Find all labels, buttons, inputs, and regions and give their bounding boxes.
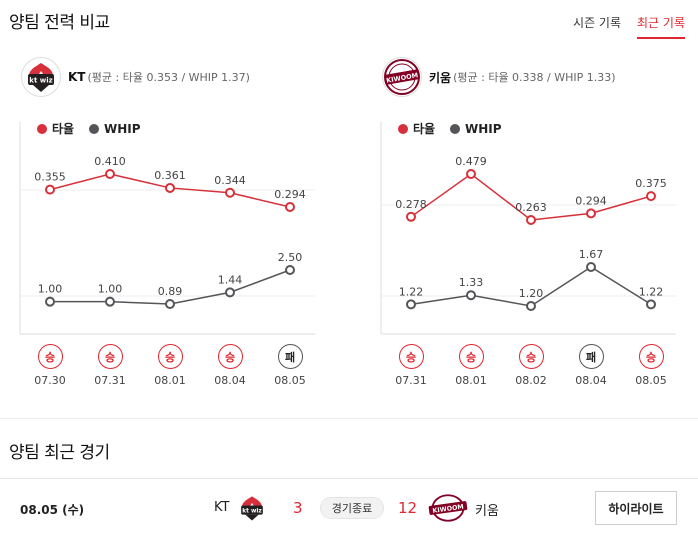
loss-badge: 패 [578, 344, 604, 369]
avg-data-label: 0.375 [635, 177, 667, 190]
avg-point [105, 169, 115, 179]
avg-point [526, 215, 536, 225]
recent-games-title: 양팀 최근 경기 [9, 443, 110, 463]
away-team-name: 키움 [475, 504, 499, 519]
date-tick-label: 08.04 [214, 374, 246, 387]
date-tick-label: 07.31 [395, 374, 427, 387]
avg-point [225, 187, 235, 198]
legend-avg-label: 타율 [52, 121, 74, 136]
avg-data-label: 0.344 [214, 174, 246, 187]
whip-data-label: 1.20 [519, 287, 544, 300]
section-divider [0, 418, 698, 419]
date-tick-label: 07.31 [94, 374, 126, 387]
avg-point [285, 202, 295, 212]
tab-season-record[interactable]: 시즌 기록 [573, 16, 622, 30]
avg-point [406, 211, 416, 222]
team-header-kt: kt wiz KT (평균 : 타율 0.353 / WHIP 1.37) [21, 57, 250, 97]
avg-data-label: 0.355 [34, 171, 66, 184]
kt-logo: kt wiz [236, 493, 268, 523]
legend-whip-label: WHIP [465, 122, 502, 136]
avg-data-label: 0.479 [455, 155, 487, 168]
home-score: 3 [293, 499, 303, 517]
game-status-badge: 경기종료 [320, 497, 384, 519]
win-badge: 승 [638, 344, 664, 369]
avg-point [586, 208, 596, 219]
avg-data-label: 0.361 [154, 169, 186, 182]
team-summary: (평균 : 타율 0.353 / WHIP 1.37) [87, 71, 250, 84]
team-summary: (평균 : 타율 0.338 / WHIP 1.33) [453, 71, 616, 84]
legend-whip-marker [450, 124, 460, 134]
avg-data-label: 0.263 [515, 201, 547, 214]
avg-data-label: 0.294 [274, 188, 306, 201]
whip-point [225, 287, 235, 298]
legend-avg-marker [37, 124, 47, 134]
whip-point [406, 299, 416, 310]
page-title: 양팀 전력 비교 [9, 13, 110, 33]
svg-text:KIWOOM: KIWOOM [432, 504, 464, 515]
date-tick-label: 08.04 [575, 374, 607, 387]
team-header-kiwoom: KIWOOM 키움 (평균 : 타율 0.338 / WHIP 1.33) [382, 57, 616, 97]
whip-point [285, 265, 295, 275]
whip-point [105, 296, 115, 307]
record-tabs: 시즌 기록 최근 기록 [557, 12, 685, 39]
game-date: 08.05 (수) [20, 503, 85, 517]
away-score: 12 [398, 499, 418, 517]
avg-data-label: 0.294 [575, 194, 607, 207]
avg-point [165, 182, 175, 193]
highlight-button[interactable]: 하이라이트 [595, 491, 677, 525]
whip-data-label: 1.44 [218, 273, 243, 286]
date-tick-label: 08.05 [274, 374, 306, 387]
legend-avg-label: 타율 [413, 121, 435, 136]
win-badge: 승 [398, 344, 424, 369]
avg-point [466, 169, 476, 179]
whip-point [165, 299, 175, 309]
whip-point [586, 262, 596, 272]
whip-data-label: 1.33 [459, 276, 484, 289]
win-badge: 승 [217, 344, 243, 369]
tab-recent-record[interactable]: 최근 기록 [637, 12, 685, 39]
date-tick-label: 08.02 [515, 374, 547, 387]
whip-data-label: 2.50 [278, 251, 303, 264]
kiwoom-logo: KIWOOM [426, 493, 470, 523]
loss-badge: 패 [277, 344, 303, 369]
date-tick-label: 08.01 [154, 374, 186, 387]
whip-point [526, 301, 536, 311]
whip-data-label: 1.00 [38, 283, 63, 296]
win-badge: 승 [97, 344, 123, 369]
date-tick-label: 08.05 [635, 374, 667, 387]
avg-data-label: 0.278 [395, 198, 427, 211]
avg-point [646, 191, 656, 202]
legend-whip-label: WHIP [104, 122, 141, 136]
team-name: 키움 [429, 70, 452, 85]
whip-data-label: 0.89 [158, 285, 183, 298]
legend-whip-marker [89, 124, 99, 134]
date-tick-label: 07.30 [34, 374, 66, 387]
kiwoom-logo: KIWOOM [382, 57, 422, 97]
kt-logo: kt wiz [21, 57, 61, 97]
win-badge: 승 [518, 344, 544, 369]
kt-chart: 타율 WHIP 0.355 0.410 0.361 0.344 0.294 1.00 1.00 0… [19, 121, 315, 335]
date-tick-label: 08.01 [455, 374, 487, 387]
svg-text:kt wiz: kt wiz [29, 77, 52, 85]
whip-data-label: 1.00 [98, 283, 123, 296]
kiwoom-chart: 타율 WHIP 0.278 0.479 0.263 0.294 0.375 1.22 1.33 1… [380, 121, 676, 335]
whip-point [646, 299, 656, 310]
avg-data-label: 0.410 [94, 155, 126, 168]
home-team-name: KT [214, 500, 230, 515]
whip-point [45, 296, 55, 307]
whip-data-label: 1.67 [579, 248, 604, 261]
whip-data-label: 1.22 [399, 285, 424, 298]
legend-avg-marker [398, 124, 408, 134]
avg-point [45, 184, 55, 195]
win-badge: 승 [157, 344, 183, 369]
svg-text:kt wiz: kt wiz [242, 509, 262, 515]
win-badge: 승 [458, 344, 484, 369]
whip-data-label: 1.22 [639, 285, 664, 298]
team-name: KT [68, 70, 86, 84]
game-row: 08.05 (수) KT kt wiz 3 경기종료 12 KIWOOM 키움 … [0, 478, 698, 538]
win-badge: 승 [37, 344, 63, 369]
whip-point [466, 290, 476, 301]
